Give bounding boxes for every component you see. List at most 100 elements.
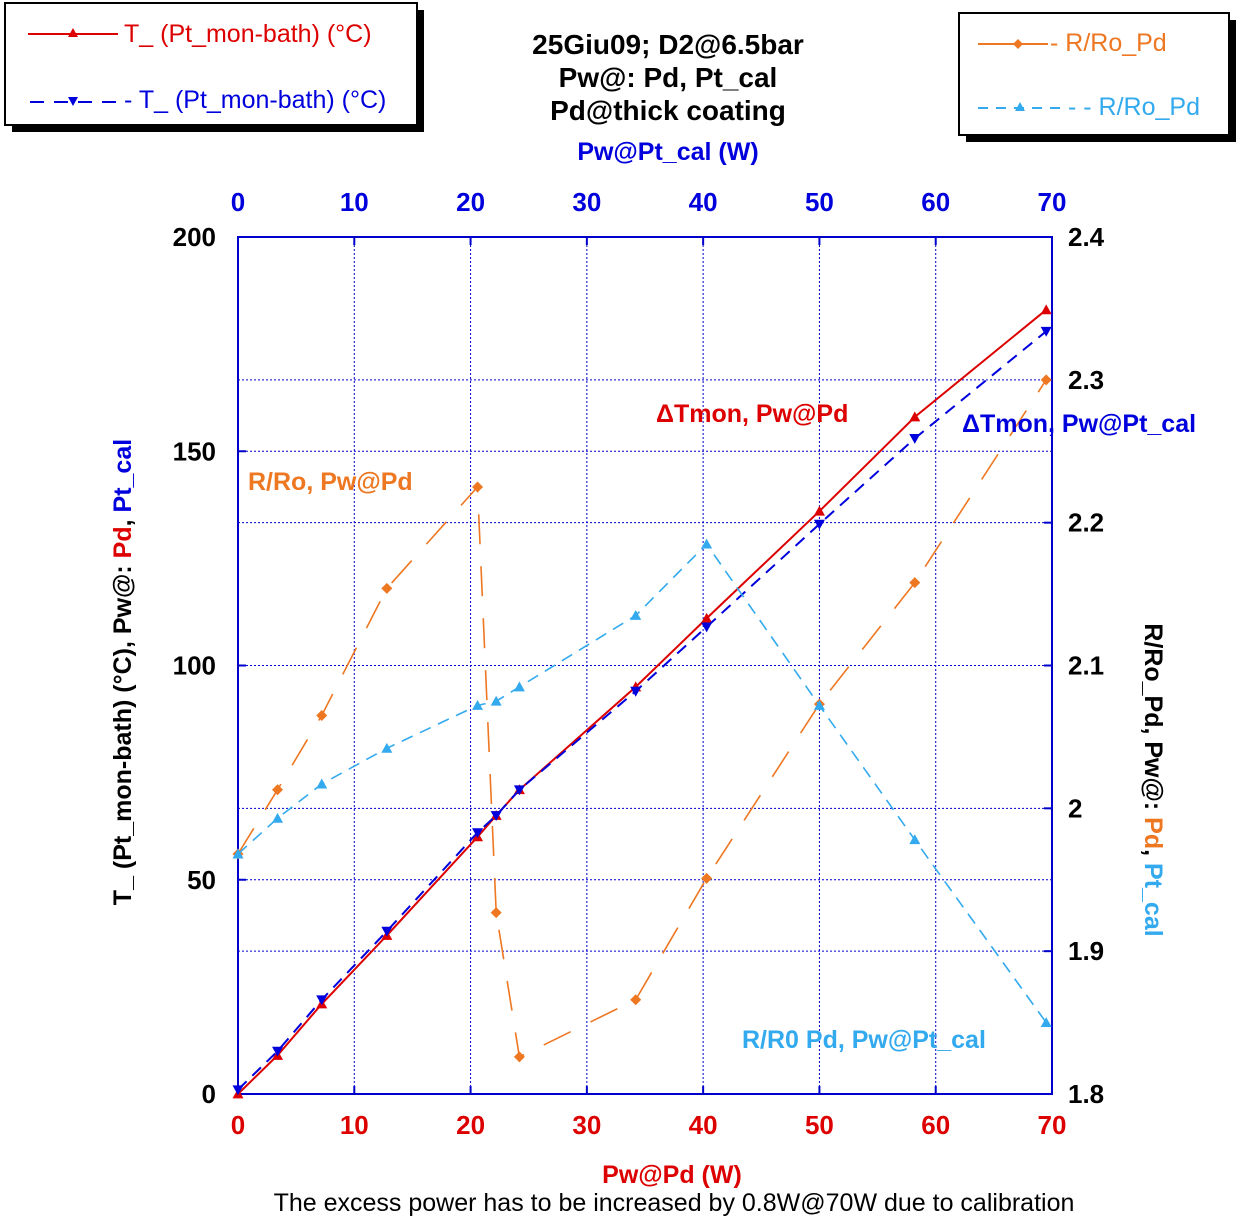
- data-point: [272, 1046, 284, 1057]
- data-point: [813, 699, 825, 710]
- series-line-0: [237, 309, 1047, 1095]
- y-right-tick-label: 1.9: [1068, 936, 1104, 966]
- data-point: [630, 994, 642, 1006]
- data-point: [701, 872, 713, 884]
- legend-label-r-ptcal: - - R/Ro_Pd: [1068, 93, 1200, 121]
- series-1: [232, 326, 1052, 1096]
- data-point: [630, 610, 642, 620]
- series-0: [232, 304, 1052, 1099]
- data-point: [1040, 374, 1052, 386]
- legend-left: T_ (Pt_mon-bath) (°C) - T_ (Pt_mon-bath)…: [4, 2, 424, 132]
- y-left-tick-label: 100: [173, 651, 216, 681]
- grid: [238, 237, 1052, 1094]
- legend-marker-t-pd: [68, 28, 78, 37]
- y-left-label-pd: Pd: [109, 526, 137, 558]
- legend-label-t-pd: T_ (Pt_mon-bath) (°C): [124, 20, 372, 48]
- data-point: [701, 622, 713, 633]
- data-point: [381, 926, 393, 937]
- data-point: [232, 848, 244, 859]
- y-right-tick-label: 2.2: [1068, 508, 1104, 538]
- x-axis-top-label: Pw@Pt_cal (W): [577, 138, 758, 166]
- y-left-tick-label: 150: [173, 436, 216, 466]
- data-point: [1040, 326, 1052, 337]
- chart-title-line-2: Pw@: Pd, Pt_cal: [559, 62, 778, 93]
- y-left-tick-label: 200: [173, 222, 216, 252]
- series-line-3: [237, 542, 1047, 1024]
- y-right-tick-label: 2.1: [1068, 651, 1104, 681]
- y-right-tick-label: 2.3: [1068, 365, 1104, 395]
- data-point: [472, 699, 484, 710]
- series-line-1: [237, 330, 1047, 1091]
- legend-right: - R/Ro_Pd - - R/Ro_Pd: [958, 12, 1236, 142]
- data-point: [513, 1051, 525, 1063]
- data-point: [316, 778, 328, 789]
- series-group: [232, 304, 1052, 1099]
- x-top-tick-label: 40: [689, 187, 718, 217]
- series-3: [232, 538, 1052, 1027]
- data-point: [909, 411, 921, 422]
- footnote: The excess power has to be increased by …: [274, 1189, 1075, 1217]
- x-bottom-tick-label: 0: [231, 1110, 245, 1140]
- data-point: [472, 828, 484, 839]
- annotation-r-pd: R/Ro, Pw@Pd: [248, 468, 413, 496]
- x-bottom-tick-label: 50: [805, 1110, 834, 1140]
- y-left-label-prefix: T_ (Pt_mon-bath) (°C), Pw@:: [109, 558, 137, 905]
- x-bottom-tick-label: 60: [921, 1110, 950, 1140]
- annotation-tmon-ptcal: ΔTmon, Pw@Pt_cal: [962, 410, 1196, 438]
- y-right-tick-label: 1.8: [1068, 1079, 1104, 1109]
- data-point: [272, 784, 284, 796]
- x-axis-bottom-label: Pw@Pd (W): [602, 1161, 742, 1189]
- legend-marker-t-ptcal: [68, 97, 78, 106]
- y-right-label-sep: ,: [1139, 849, 1167, 863]
- x-bottom-tick-label: 10: [340, 1110, 369, 1140]
- data-point: [316, 995, 328, 1006]
- data-point: [909, 577, 921, 589]
- x-top-tick-label: 60: [921, 187, 950, 217]
- x-top-tick-label: 70: [1038, 187, 1067, 217]
- y-right-tick-label: 2.4: [1068, 222, 1105, 252]
- data-point: [909, 834, 921, 845]
- y-left-label-ptcal: Pt_cal: [109, 439, 137, 513]
- data-point: [490, 811, 502, 821]
- legend-marker-r-pd: [1013, 39, 1023, 49]
- plot-frame: [237, 236, 1053, 1095]
- data-point: [381, 742, 393, 753]
- data-point: [630, 686, 642, 697]
- y-right-tick-label: 2: [1068, 793, 1082, 823]
- x-bottom-tick-label: 70: [1038, 1110, 1067, 1140]
- y-left-label-sep: ,: [109, 512, 137, 526]
- x-bottom-tick-label: 20: [456, 1110, 485, 1140]
- plot-border: [237, 236, 1053, 1095]
- y-right-label-prefix: R/Ro_Pd, Pw@:: [1139, 623, 1167, 817]
- x-top-tick-label: 10: [340, 187, 369, 217]
- legend-label-r-pd: - R/Ro_Pd: [1050, 29, 1167, 57]
- x-top-tick-label: 20: [456, 187, 485, 217]
- data-point: [490, 907, 502, 919]
- y-left-tick-label: 0: [202, 1079, 216, 1109]
- tick-labels: 0010102020303040405050606070700501001502…: [173, 187, 1105, 1140]
- data-point: [909, 433, 921, 444]
- x-top-tick-label: 0: [231, 187, 245, 217]
- y-right-label-pd: Pd: [1139, 817, 1167, 849]
- x-top-tick-label: 30: [572, 187, 601, 217]
- x-top-tick-label: 50: [805, 187, 834, 217]
- x-bottom-tick-label: 40: [689, 1110, 718, 1140]
- y-axis-left-label: T_ (Pt_mon-bath) (°C), Pw@: Pd, Pt_cal: [109, 439, 137, 905]
- data-point: [1040, 1017, 1052, 1027]
- data-point: [1040, 304, 1052, 315]
- y-right-label-ptcal: Pt_cal: [1139, 863, 1167, 937]
- legend-marker-r-ptcal: [1015, 102, 1025, 111]
- data-point: [813, 505, 825, 516]
- data-point: [701, 612, 713, 623]
- annotation-tmon-pd: ΔTmon, Pw@Pd: [656, 400, 848, 428]
- data-point: [701, 538, 713, 549]
- annotation-r-ptcal: R/R0 Pd, Pw@Pt_cal: [742, 1026, 986, 1054]
- y-left-tick-label: 50: [187, 865, 216, 895]
- data-point: [472, 481, 484, 493]
- x-bottom-tick-label: 30: [572, 1110, 601, 1140]
- y-axis-right-label: R/Ro_Pd, Pw@: Pd, Pt_cal: [1139, 623, 1167, 936]
- data-point: [381, 582, 393, 594]
- data-point: [316, 709, 328, 721]
- data-point: [513, 681, 525, 692]
